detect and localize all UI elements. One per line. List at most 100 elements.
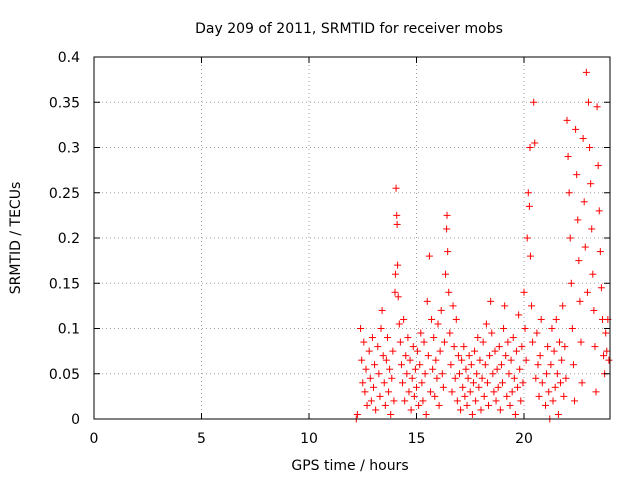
data-point	[494, 383, 502, 391]
y-tick-label: 0.1	[58, 322, 80, 338]
data-point	[358, 356, 366, 364]
data-point	[594, 162, 602, 170]
data-point	[478, 374, 486, 382]
data-point	[519, 379, 527, 387]
x-axis-label: GPS time / hours	[291, 458, 408, 474]
data-point	[413, 383, 420, 391]
data-point	[396, 338, 404, 346]
data-point	[403, 370, 411, 378]
data-point	[404, 334, 412, 342]
data-point	[372, 406, 380, 414]
data-point	[591, 343, 599, 351]
data-point	[370, 383, 377, 391]
data-point	[437, 306, 445, 314]
data-point	[515, 311, 523, 319]
data-point	[571, 397, 579, 405]
data-point	[400, 315, 408, 323]
data-point	[578, 379, 586, 387]
data-point	[440, 338, 448, 346]
data-point	[378, 306, 386, 314]
data-point	[577, 338, 585, 346]
data-point	[582, 68, 590, 76]
data-point	[538, 379, 546, 387]
data-point	[408, 374, 416, 382]
data-point	[499, 379, 506, 387]
data-point	[357, 325, 365, 332]
data-point	[361, 388, 369, 396]
data-point	[523, 234, 531, 242]
data-point	[465, 352, 473, 360]
data-point	[479, 338, 487, 346]
data-point	[376, 392, 384, 400]
data-point	[489, 370, 497, 378]
data-point	[505, 370, 513, 378]
data-point	[438, 370, 446, 378]
data-point	[367, 397, 375, 405]
data-point	[580, 198, 588, 206]
data-point	[446, 329, 454, 337]
data-point	[603, 347, 611, 355]
data-point	[383, 334, 391, 342]
data-point	[596, 248, 604, 256]
data-point	[381, 401, 389, 409]
data-point	[572, 125, 580, 133]
data-point	[574, 216, 582, 224]
data-point	[409, 343, 417, 351]
x-tick-label: 5	[197, 431, 206, 447]
data-point	[415, 401, 423, 409]
data-point	[536, 352, 544, 360]
y-tick-label: 0.15	[49, 276, 80, 292]
data-point	[491, 347, 499, 355]
data-point	[407, 406, 415, 414]
data-point	[483, 379, 491, 387]
data-point	[393, 220, 401, 228]
data-point	[506, 401, 514, 409]
data-point	[397, 361, 405, 369]
data-point	[428, 315, 436, 323]
data-point	[402, 352, 410, 360]
data-point	[549, 397, 557, 405]
data-point	[560, 392, 568, 400]
data-point	[511, 410, 519, 418]
data-point	[576, 297, 584, 305]
data-point	[395, 320, 403, 328]
data-point	[533, 329, 541, 337]
data-point	[583, 288, 591, 296]
data-point	[590, 306, 598, 314]
data-point	[434, 320, 442, 328]
y-tick-label: 0.2	[58, 231, 80, 247]
data-point	[568, 325, 576, 332]
data-point	[461, 392, 469, 400]
data-point	[458, 356, 466, 364]
data-point	[543, 370, 551, 378]
y-tick-label: 0.35	[49, 95, 80, 111]
data-point	[375, 370, 383, 378]
data-point	[382, 356, 390, 364]
grid-lines	[94, 57, 610, 419]
data-point	[457, 406, 465, 414]
data-point	[445, 288, 453, 296]
data-point	[394, 293, 402, 301]
data-point	[587, 180, 595, 188]
data-point	[558, 356, 566, 364]
data-point	[365, 347, 373, 355]
data-point	[497, 361, 505, 369]
data-point	[393, 211, 401, 219]
data-point	[460, 343, 468, 351]
data-point	[542, 401, 549, 409]
data-point	[366, 374, 374, 382]
data-point	[418, 379, 426, 387]
data-point	[451, 374, 459, 382]
data-point	[394, 261, 402, 269]
data-point	[517, 397, 525, 405]
data-point	[414, 347, 422, 355]
data-point	[593, 103, 601, 111]
data-point	[509, 334, 517, 342]
data-point	[510, 374, 518, 382]
data-point	[597, 284, 605, 292]
data-point	[553, 370, 561, 378]
data-point	[429, 365, 437, 373]
data-point	[537, 315, 545, 323]
data-point	[362, 365, 370, 373]
